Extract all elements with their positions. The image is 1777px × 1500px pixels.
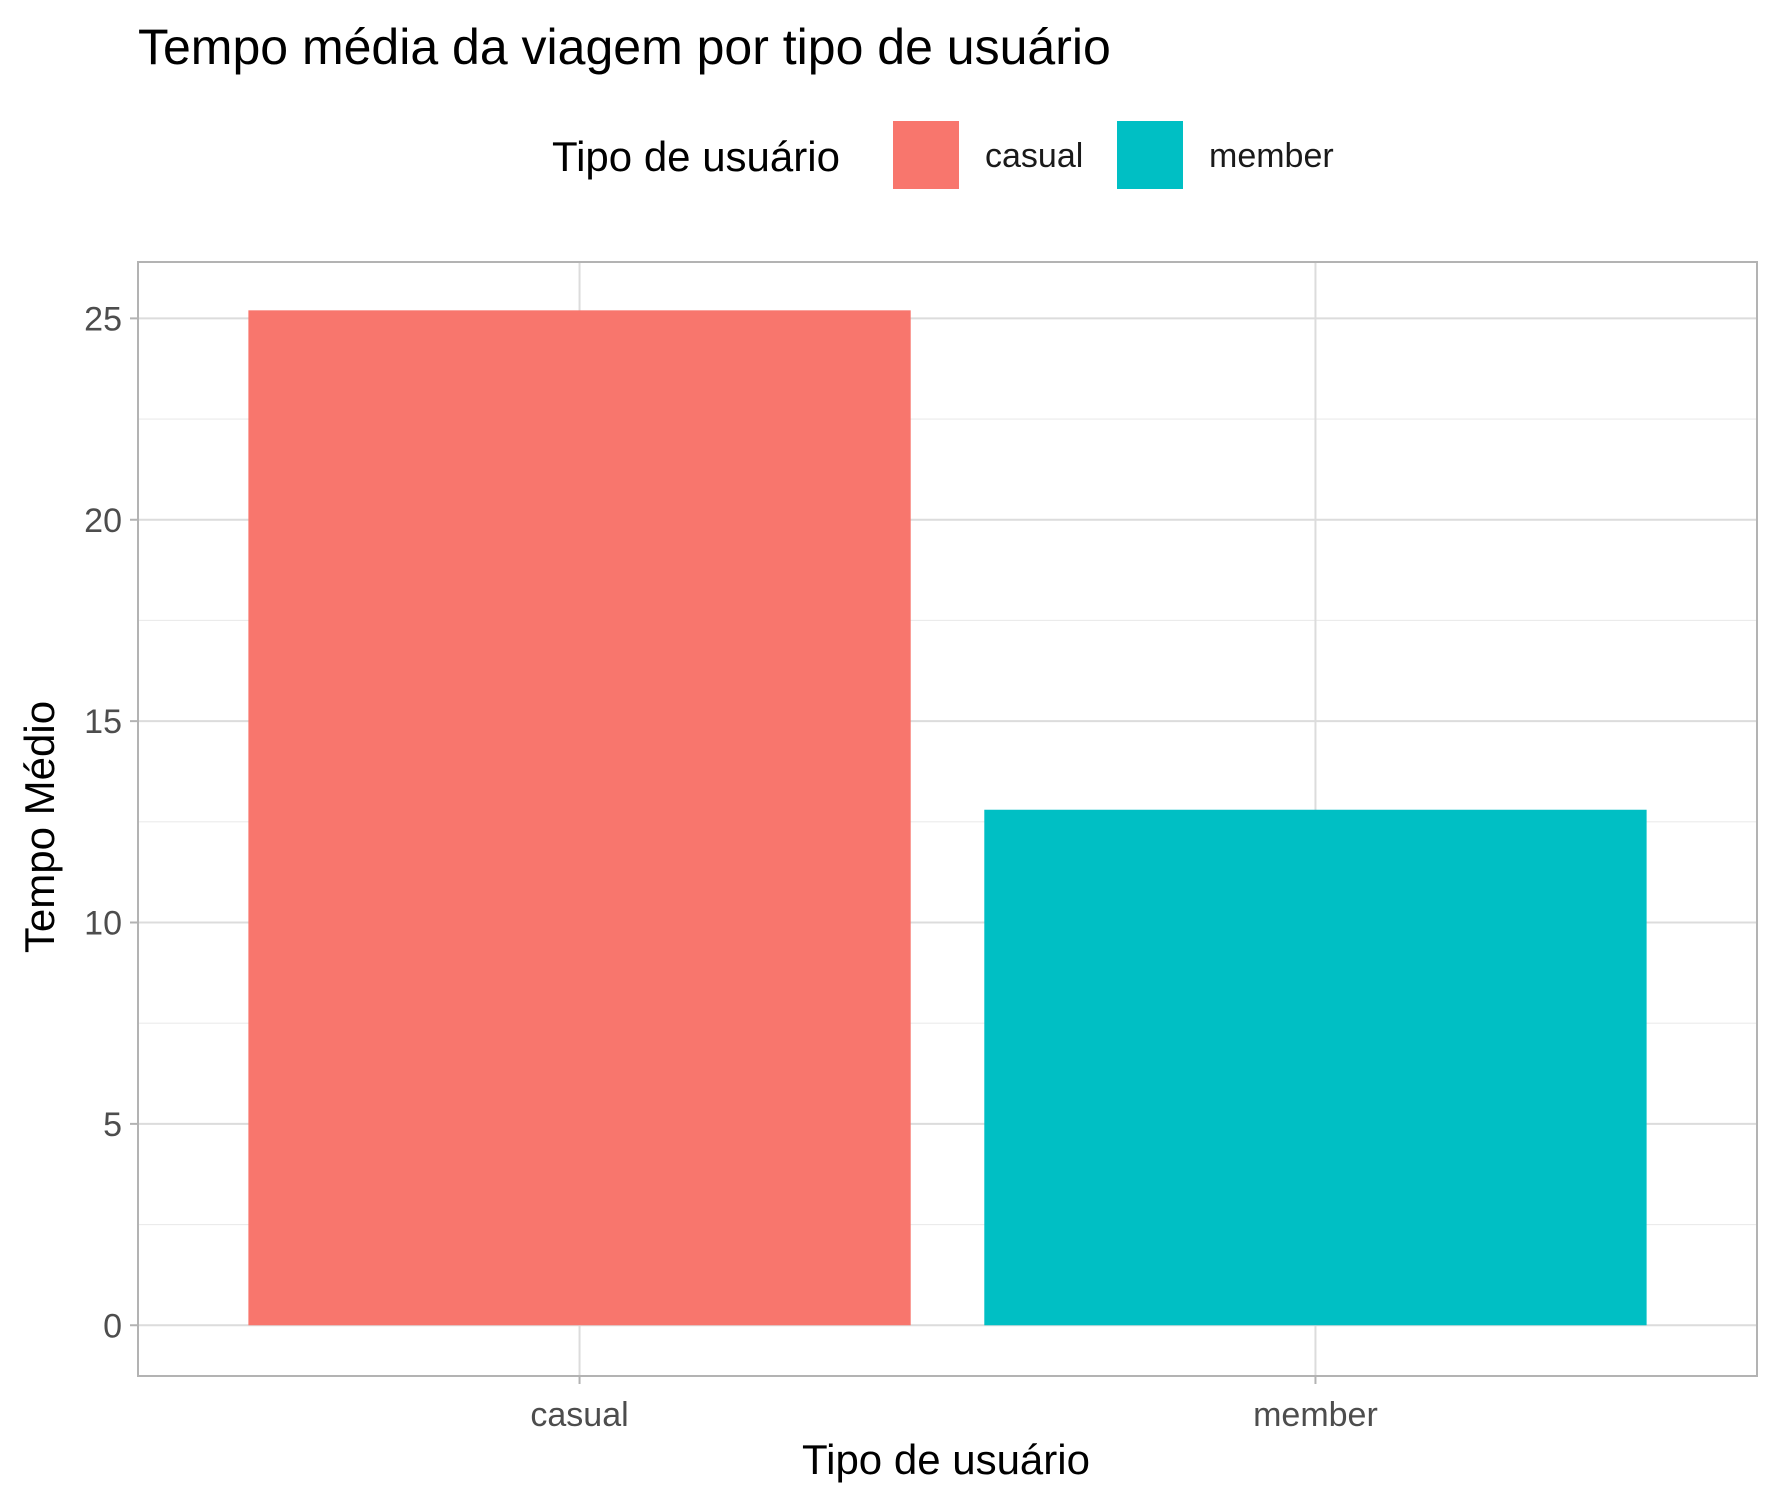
- bar-member: [984, 809, 1647, 1326]
- legend-label-casual: casual: [985, 137, 1083, 175]
- y-tick-label: 5: [103, 1106, 122, 1144]
- y-tick-label: 10: [84, 905, 122, 943]
- y-axis-title: Tempo Médio: [16, 701, 63, 953]
- legend-key-member: [1117, 121, 1183, 189]
- legend-title: Tipo de usuário: [552, 133, 840, 180]
- panel-border: [137, 261, 1758, 1377]
- y-tick-label: 15: [84, 703, 122, 741]
- legend-label-member: member: [1209, 137, 1334, 175]
- y-tick-label: 20: [84, 502, 122, 540]
- chart-title: Tempo média da viagem por tipo de usuári…: [138, 19, 1111, 75]
- bar-casual: [248, 310, 911, 1326]
- x-tick-label-casual: casual: [530, 1396, 628, 1434]
- plot-panel: 0 5 10 15 20 25 casual member: [84, 261, 1758, 1434]
- y-tick-label: 25: [84, 300, 122, 338]
- x-axis-title: Tipo de usuário: [802, 1436, 1090, 1483]
- legend: Tipo de usuário casual member: [552, 121, 1334, 189]
- y-tick-label: 0: [103, 1307, 122, 1345]
- legend-key-casual: [893, 121, 959, 189]
- x-tick-label-member: member: [1253, 1396, 1378, 1434]
